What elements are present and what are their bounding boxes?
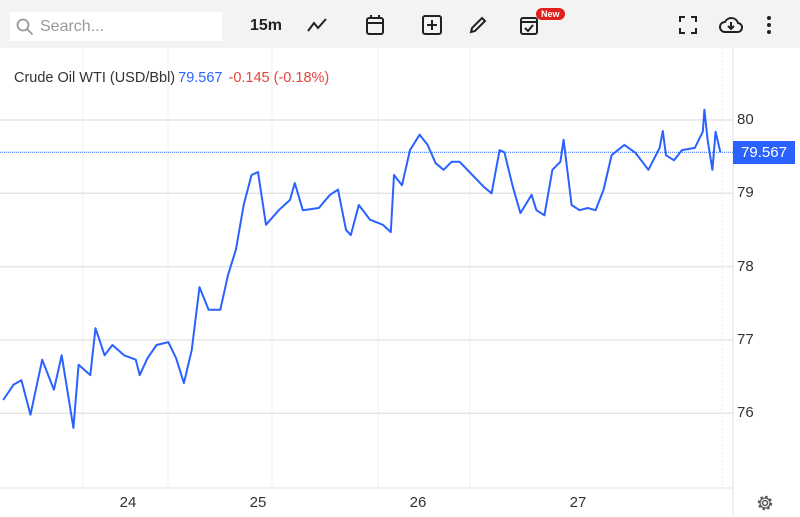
cloud-download-icon — [719, 14, 743, 36]
date-range-button[interactable] — [364, 14, 386, 36]
y-tick-label: 80 — [737, 111, 754, 128]
interval-button[interactable]: 15m — [250, 15, 282, 37]
price-change: -0.145 (-0.18%) — [229, 70, 330, 86]
pencil-icon — [467, 14, 489, 36]
x-tick-label: 24 — [120, 494, 137, 511]
gear-icon — [756, 494, 774, 512]
add-indicator-button[interactable] — [421, 14, 443, 36]
x-tick-label: 26 — [410, 494, 427, 511]
y-tick-label: 77 — [737, 331, 754, 348]
calendar-icon — [364, 14, 386, 36]
x-tick-label: 27 — [570, 494, 587, 511]
price-series-line — [3, 110, 720, 428]
line-chart-icon — [306, 15, 328, 35]
new-badge: New — [536, 8, 565, 20]
x-tick-label: 25 — [250, 494, 267, 511]
search-placeholder: Search... — [40, 18, 104, 36]
settings-button[interactable] — [756, 494, 774, 517]
instrument-name: Crude Oil WTI (USD/Bbl) — [14, 70, 175, 86]
fullscreen-button[interactable] — [677, 14, 699, 36]
add-icon — [421, 14, 443, 36]
y-tick-label: 78 — [737, 258, 754, 275]
chart-type-button[interactable] — [306, 14, 328, 36]
last-price-tag: 79.567 — [733, 141, 795, 164]
more-vertical-icon — [764, 14, 774, 36]
more-menu-button[interactable] — [764, 14, 774, 36]
toolbar: Search... 15m New — [0, 0, 800, 48]
download-button[interactable] — [719, 14, 743, 36]
draw-button[interactable] — [467, 14, 489, 36]
search-input[interactable]: Search... — [10, 12, 222, 41]
chart-legend: Crude Oil WTI (USD/Bbl)79.567 -0.145 (-0.… — [14, 70, 329, 86]
y-tick-label: 79 — [737, 184, 754, 201]
search-icon — [16, 18, 34, 36]
fullscreen-icon — [677, 14, 699, 36]
last-price: 79.567 — [178, 70, 222, 86]
y-tick-label: 76 — [737, 404, 754, 421]
